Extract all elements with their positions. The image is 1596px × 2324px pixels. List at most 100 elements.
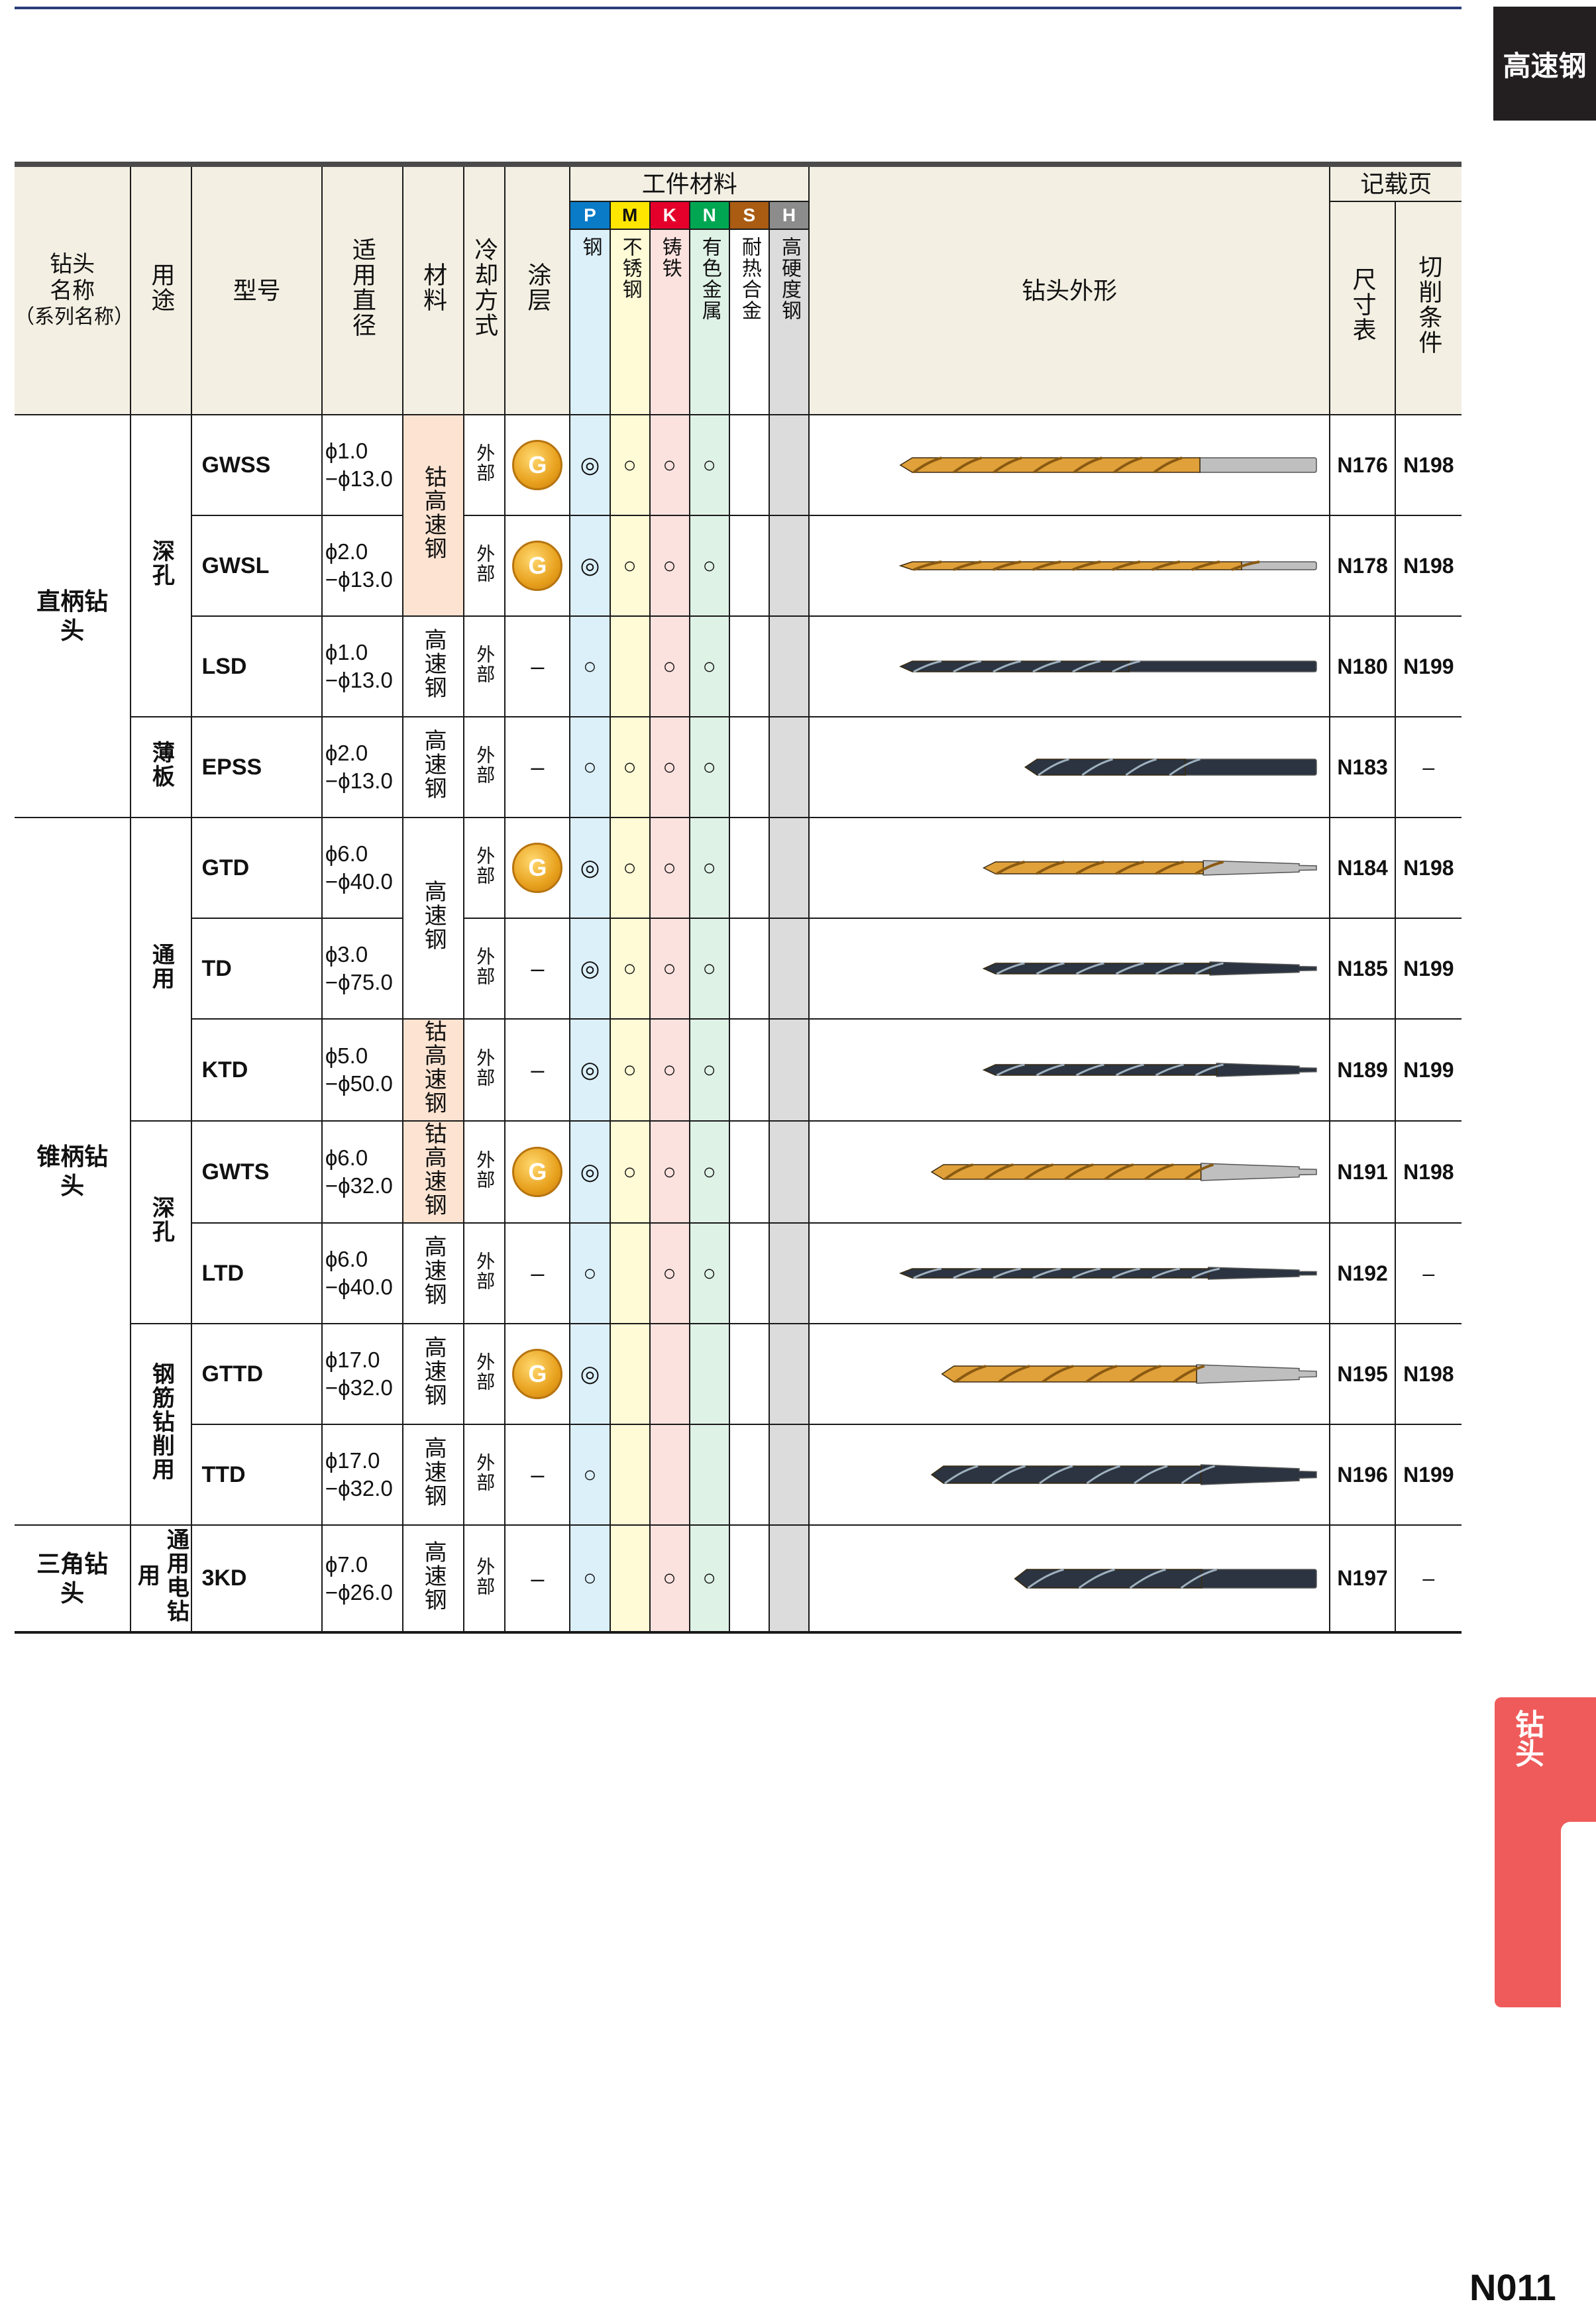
cutting-conditions-page-link[interactable]: N198 <box>1394 515 1462 617</box>
size-table-page-link[interactable]: N192 <box>1329 1222 1396 1324</box>
size-table-page-link[interactable]: N180 <box>1329 615 1396 717</box>
size-table-page-link[interactable]: N184 <box>1329 817 1396 919</box>
size-table-page-link[interactable]: N183 <box>1329 716 1396 818</box>
size-table-page-link[interactable]: N196 <box>1329 1424 1396 1526</box>
suitability-mark <box>728 716 770 818</box>
cutting-conditions-page-link[interactable]: N199 <box>1394 918 1462 1020</box>
tool-material-cell: 钴高速钢 <box>402 1120 465 1224</box>
usage-cell: 通用电钻用 <box>130 1524 193 1633</box>
suitability-mark: ○ <box>649 817 690 919</box>
model-cell: KTD <box>191 1018 323 1122</box>
section-tab-hss[interactable]: 高速钢 <box>1493 7 1596 121</box>
coating-g-badge: G <box>512 1349 563 1399</box>
coating-cell: – <box>504 918 571 1020</box>
coating-none: – <box>531 653 545 680</box>
header-coating: 涂层 <box>504 164 571 415</box>
drill-image <box>1024 758 1317 776</box>
drill-shape-cell <box>808 615 1331 717</box>
material-k-name: 铸铁 <box>649 229 690 415</box>
top-rule <box>15 7 1462 9</box>
drill-image <box>899 1267 1317 1280</box>
suitability-mark: ◎ <box>569 1018 611 1122</box>
cooling-cell: 外部 <box>463 918 506 1020</box>
size-table-page-link[interactable]: N178 <box>1329 515 1396 617</box>
drill-image <box>899 660 1317 673</box>
material-h-badge: H <box>768 201 810 230</box>
suitability-mark: ○ <box>609 716 651 818</box>
cooling-cell: 外部 <box>463 1120 506 1224</box>
model-cell: GWTS <box>191 1120 323 1224</box>
suitability-mark: ◎ <box>569 1120 611 1224</box>
size-table-page-link[interactable]: N176 <box>1329 414 1396 516</box>
cutting-conditions-page-link[interactable]: N198 <box>1394 1323 1462 1425</box>
header-material: 材料 <box>402 164 465 415</box>
suitability-mark <box>768 1120 810 1224</box>
table-row: GWSL ϕ2.0 −ϕ13.0 外部 G ◎ ○ ○ ○ N178 N198 <box>15 515 1462 617</box>
drill-group-name: 三角钻头 <box>15 1524 132 1633</box>
table-row: LTD ϕ6.0 −ϕ40.0 高速钢 外部 – ○ ○ ○ N192– <box>15 1222 1462 1324</box>
diameter-cell: ϕ2.0 −ϕ13.0 <box>321 515 404 617</box>
drill-image <box>899 456 1317 474</box>
drill-shape-cell <box>808 716 1331 818</box>
model-cell: TTD <box>191 1424 323 1526</box>
usage-cell: 薄板 <box>131 716 193 818</box>
size-table-page-link[interactable]: N195 <box>1329 1323 1396 1425</box>
suitability-mark: ○ <box>569 1424 611 1526</box>
suitability-mark: ○ <box>649 515 690 617</box>
table-row: LSD ϕ1.0 −ϕ13.0 高速钢 外部 – ○ ○ ○ N180 N199 <box>15 615 1462 717</box>
suitability-mark <box>649 1323 690 1425</box>
cutting-conditions-page-link[interactable]: N199 <box>1394 1424 1462 1526</box>
size-table-page-link[interactable]: N197 <box>1329 1524 1396 1633</box>
cutting-conditions-page-link[interactable]: N198 <box>1394 1120 1462 1224</box>
suitability-mark: ○ <box>569 1524 611 1633</box>
suitability-mark: ○ <box>569 716 611 818</box>
suitability-mark <box>609 1524 651 1633</box>
diameter-cell: ϕ3.0 −ϕ75.0 <box>321 918 404 1020</box>
size-table-page-link[interactable]: N191 <box>1329 1120 1396 1224</box>
section-tab-drill[interactable]: 钻头 <box>1495 1697 1596 2007</box>
suitability-mark <box>768 1424 810 1526</box>
suitability-mark <box>768 716 810 818</box>
suitability-mark <box>768 1018 810 1122</box>
drill-shape-cell <box>808 1323 1331 1425</box>
header-cutting-conditions: 切削条件 <box>1394 201 1462 415</box>
coating-none: – <box>531 1564 545 1592</box>
table-row: 锥柄钻头 通用 GTD ϕ6.0 −ϕ40.0 高速钢 外部 G ◎ ○ ○ ○ N184 N198 <box>15 817 1462 1526</box>
table-row: 钢筋钻削用 GTTD ϕ17.0 −ϕ32.0 高速钢 外部 G ◎ N195 N198 <box>15 1323 1462 1526</box>
suitability-mark: ○ <box>609 515 651 617</box>
suitability-mark <box>728 918 770 1020</box>
cutting-conditions-page-link: – <box>1394 1524 1462 1633</box>
model-cell: GWSS <box>191 414 323 516</box>
coating-none: – <box>531 1259 545 1287</box>
size-table-page-link[interactable]: N185 <box>1329 918 1396 1020</box>
suitability-mark: ◎ <box>569 918 611 1020</box>
suitability-mark: ◎ <box>569 414 611 516</box>
drill-shape-cell <box>808 1222 1331 1324</box>
table-row: 薄板 EPSS ϕ2.0 −ϕ13.0 高速钢 外部 – ○ ○ ○ ○ N183– <box>15 716 1462 818</box>
drill-image <box>898 560 1317 571</box>
cutting-conditions-page-link[interactable]: N199 <box>1394 1018 1462 1122</box>
suitability-mark: ○ <box>649 716 690 818</box>
size-table-page-link[interactable]: N189 <box>1329 1018 1396 1122</box>
model-cell: TD <box>191 918 323 1020</box>
table-row: KTD ϕ5.0 −ϕ50.0 钴高速钢 外部 – ◎ ○ ○ ○ N189 N199 <box>15 1018 1462 1122</box>
material-s-badge: S <box>728 201 770 230</box>
diameter-cell: ϕ5.0 −ϕ50.0 <box>321 1018 404 1122</box>
suitability-mark: ○ <box>688 716 730 818</box>
cutting-conditions-page-link[interactable]: N198 <box>1394 817 1462 919</box>
header-work-material: 工件材料 <box>569 164 810 202</box>
cooling-cell: 外部 <box>463 515 506 617</box>
cutting-conditions-page-link[interactable]: N198 <box>1394 414 1462 516</box>
suitability-mark: ◎ <box>569 817 611 919</box>
diameter-cell: ϕ2.0 −ϕ13.0 <box>321 716 404 818</box>
suitability-mark: ○ <box>609 1120 651 1224</box>
section-tab-drill-label: 钻头 <box>1511 1709 1543 1768</box>
coating-none: – <box>531 753 545 780</box>
coating-cell: – <box>504 1524 571 1633</box>
material-n-name: 有色金属 <box>688 229 730 415</box>
drill-shape-cell <box>808 1424 1331 1526</box>
suitability-mark <box>728 1120 770 1224</box>
cooling-cell: 外部 <box>463 716 506 818</box>
cutting-conditions-page-link[interactable]: N199 <box>1394 615 1462 717</box>
cutting-conditions-page-link: – <box>1394 716 1462 818</box>
